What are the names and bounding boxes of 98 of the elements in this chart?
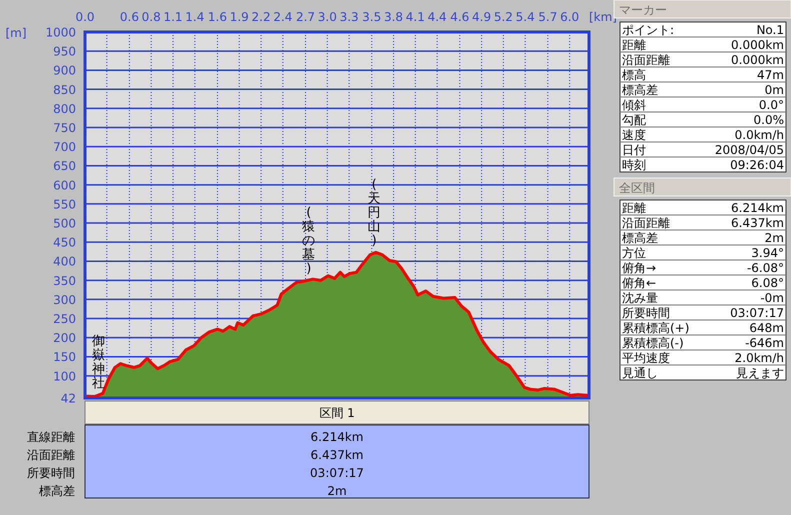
text: 見通し: [622, 366, 658, 380]
text: -6.08°: [746, 261, 784, 275]
y-tick-label: 700: [53, 140, 76, 154]
x-tick-label: 5.2: [494, 10, 513, 24]
text: 全区間: [619, 181, 655, 195]
text: 09:26:04: [730, 158, 784, 172]
text: 累積標高(-): [622, 336, 684, 350]
text: 累積標高(+): [622, 321, 690, 335]
y-tick-label: 750: [53, 121, 76, 136]
text: 時刻: [622, 158, 646, 172]
text: 方位: [622, 246, 646, 260]
text: 0m: [764, 83, 784, 97]
text: 俯角←: [622, 276, 656, 290]
text: 標高: [622, 68, 646, 82]
text: 傾斜: [622, 98, 646, 112]
y-tick-label: 400: [53, 254, 76, 269]
x-tick-label: 5.7: [538, 10, 558, 24]
x-tick-label: 1.6: [208, 10, 228, 24]
x-tick-label: 0.6: [120, 10, 139, 24]
text: 0.000km: [731, 38, 784, 52]
y-tick-label: 100: [53, 369, 76, 384]
text: 勾配: [622, 113, 646, 127]
text: 3.94°: [751, 246, 784, 260]
y-tick-label: 600: [53, 178, 76, 192]
x-tick-label: 4.9: [472, 10, 492, 24]
text: 見えます: [736, 366, 784, 380]
text: 6.437km: [731, 216, 784, 230]
text: 沿面距離: [27, 448, 75, 462]
text: -0m: [760, 291, 784, 305]
text: 所要時間: [622, 306, 670, 320]
y-tick-label: 650: [53, 159, 76, 174]
text: No.1: [756, 23, 784, 37]
x-tick-label: 4.6: [450, 10, 470, 24]
text: 2m: [764, 231, 784, 245]
x-tick-label: 2.4: [273, 10, 292, 24]
text: 0.0%: [754, 113, 784, 127]
text: 0.0°: [758, 98, 784, 112]
text: 沿面距離: [622, 53, 670, 67]
text: 6.214km: [731, 201, 784, 215]
text: 標高差: [39, 484, 75, 498]
text: -646m: [745, 336, 784, 350]
text: 速度: [622, 128, 646, 142]
text: 俯角→: [622, 261, 656, 275]
x-tick-label: 1.9: [230, 10, 249, 24]
y-tick-label: 500: [53, 216, 76, 231]
text: 距離: [622, 38, 646, 52]
x-tick-label: 3.5: [362, 10, 382, 24]
y-tick-label: 350: [53, 274, 76, 288]
x-tick-label: 4.1: [406, 10, 425, 24]
text: 沈み量: [622, 291, 658, 305]
x-tick-label: 3.0: [318, 10, 337, 24]
y-axis-title: [m]: [5, 26, 27, 40]
text: 2m: [327, 484, 347, 498]
y-tick-label: 850: [53, 82, 76, 97]
text: 平均速度: [622, 351, 670, 365]
text: 47m: [757, 68, 784, 82]
text: 日付: [622, 143, 646, 157]
y-tick-label: 200: [53, 331, 76, 346]
x-tick-label: 4.4: [428, 10, 447, 24]
x-tick-label: 5.4: [516, 10, 535, 24]
y-tick-label: 42: [60, 392, 76, 406]
y-tick-label: 550: [53, 197, 76, 212]
text: 0.000km: [731, 53, 784, 67]
text: 標高差: [622, 83, 658, 97]
text: 距離: [622, 201, 646, 215]
text: 03:07:17: [730, 306, 784, 320]
text: 6.08°: [751, 276, 784, 290]
x-tick-label: 2.7: [296, 10, 316, 24]
x-tick-label: 0.8: [142, 10, 161, 24]
x-tick-label: 2.2: [252, 10, 271, 24]
x-tick-label: 0.0: [75, 10, 95, 24]
y-tick-label: 250: [53, 312, 76, 326]
text: 所要時間: [27, 466, 75, 480]
text: 6.437km: [310, 448, 364, 462]
x-tick-label: 1.4: [185, 10, 204, 24]
x-tick-label: 1.1: [163, 10, 183, 24]
text: 648m: [749, 321, 784, 335]
text: 直線距離: [27, 430, 75, 444]
x-tick-label: 3.8: [384, 10, 404, 24]
y-tick-label: 150: [53, 350, 76, 364]
y-tick-label: 450: [53, 236, 76, 250]
y-tick-label: 300: [53, 292, 76, 307]
text: 6.214km: [310, 430, 364, 444]
y-tick-label: 950: [53, 44, 76, 59]
y-tick-label: 800: [53, 102, 76, 116]
x-tick-label: 3.3: [340, 10, 359, 24]
text: 沿面距離: [622, 216, 670, 230]
text: 2008/04/05: [714, 143, 784, 157]
text: 03:07:17: [310, 466, 364, 480]
text: マーカー: [619, 3, 667, 17]
text: ポイント:: [622, 23, 674, 37]
y-tick-label: 900: [53, 64, 76, 78]
text: 区間 1: [319, 406, 355, 420]
text: 2.0km/h: [734, 351, 784, 365]
x-tick-label: 6.0: [560, 10, 580, 24]
text: 0.0km/h: [734, 128, 784, 142]
text: 標高差: [622, 231, 658, 245]
y-tick-label: 1000: [45, 26, 76, 40]
